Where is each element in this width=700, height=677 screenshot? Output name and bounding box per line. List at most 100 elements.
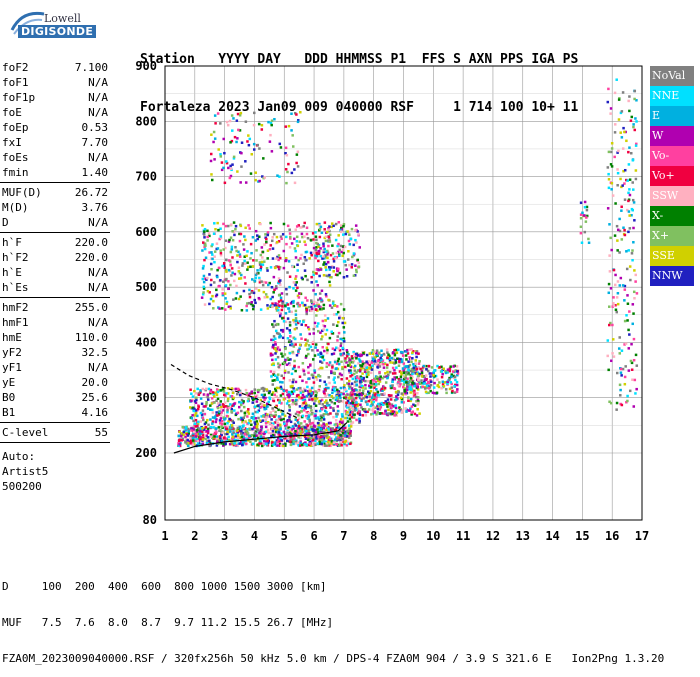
- data-point: [379, 389, 383, 392]
- data-point: [284, 312, 288, 315]
- data-point: [624, 342, 628, 345]
- data-point: [379, 411, 382, 415]
- data-point: [364, 379, 367, 383]
- data-point: [299, 397, 302, 400]
- data-point: [614, 303, 617, 307]
- data-point: [332, 257, 335, 261]
- data-point: [225, 120, 229, 124]
- data-point: [271, 358, 274, 362]
- data-point: [410, 388, 413, 391]
- y-tick-label: 500: [135, 280, 157, 294]
- data-point: [400, 360, 404, 364]
- data-point: [446, 382, 449, 385]
- data-point: [375, 413, 378, 416]
- data-point: [226, 406, 230, 410]
- data-point: [306, 278, 309, 282]
- data-point: [276, 174, 279, 177]
- data-point: [304, 258, 307, 262]
- data-point: [336, 436, 340, 439]
- data-point: [332, 387, 336, 390]
- data-point: [221, 292, 224, 295]
- data-point: [265, 388, 268, 391]
- data-point: [280, 410, 283, 413]
- data-point: [239, 295, 242, 298]
- data-point: [387, 393, 391, 397]
- data-point: [579, 217, 583, 220]
- data-point: [341, 415, 344, 418]
- param-value: 26.72: [74, 186, 108, 199]
- data-point: [353, 352, 356, 356]
- data-point: [299, 333, 302, 336]
- data-point: [292, 427, 296, 430]
- data-point: [346, 410, 349, 414]
- data-point: [362, 366, 365, 370]
- data-point: [632, 226, 635, 230]
- data-point: [288, 228, 291, 232]
- data-point: [303, 269, 307, 272]
- data-point: [325, 274, 328, 278]
- data-point: [205, 400, 208, 404]
- data-point: [618, 229, 622, 233]
- data-point: [337, 400, 341, 403]
- data-point: [352, 274, 356, 277]
- data-point: [411, 389, 415, 393]
- data-point: [242, 438, 246, 441]
- data-point: [415, 372, 419, 376]
- data-point: [280, 439, 284, 442]
- data-point: [215, 431, 218, 434]
- data-point: [396, 393, 400, 397]
- data-point: [301, 362, 305, 365]
- param-value: 3.76: [81, 201, 109, 214]
- data-point: [235, 284, 238, 288]
- data-point: [579, 225, 583, 229]
- data-point: [373, 377, 377, 381]
- data-point: [301, 390, 305, 393]
- data-point: [304, 324, 308, 327]
- data-point: [292, 437, 296, 440]
- data-point: [265, 442, 268, 446]
- data-point: [338, 420, 342, 424]
- data-point: [194, 435, 198, 438]
- data-point: [402, 383, 406, 386]
- data-point: [630, 368, 634, 371]
- data-point: [375, 392, 379, 395]
- data-point: [387, 373, 390, 377]
- data-point: [311, 428, 314, 431]
- data-point: [276, 362, 280, 365]
- data-point: [231, 129, 234, 132]
- data-point: [325, 424, 329, 428]
- data-point: [322, 303, 326, 307]
- data-point: [337, 357, 340, 361]
- data-point: [409, 397, 413, 401]
- data-point: [367, 366, 370, 370]
- data-point: [267, 431, 271, 435]
- data-point: [263, 404, 266, 407]
- data-point: [282, 249, 286, 253]
- data-point: [322, 405, 326, 409]
- data-point: [324, 412, 328, 416]
- data-point: [354, 238, 357, 242]
- data-point: [360, 399, 363, 403]
- data-point: [305, 342, 308, 345]
- data-point: [390, 356, 394, 360]
- data-point: [406, 385, 409, 388]
- data-point: [252, 123, 256, 127]
- data-point: [213, 435, 216, 438]
- data-point: [301, 393, 305, 397]
- data-point: [617, 149, 620, 153]
- data-point: [320, 442, 323, 446]
- data-point: [632, 312, 635, 315]
- data-point: [339, 396, 342, 399]
- data-point: [323, 314, 327, 317]
- data-point: [380, 401, 384, 405]
- legend-item: SSW: [650, 186, 694, 206]
- data-point: [335, 251, 339, 255]
- data-point: [322, 390, 326, 393]
- data-point: [395, 351, 399, 355]
- data-point: [376, 375, 379, 379]
- data-point: [228, 238, 231, 242]
- data-point: [393, 348, 396, 352]
- y-tick-label: 400: [135, 335, 157, 349]
- data-point: [630, 214, 633, 217]
- data-point: [209, 152, 213, 156]
